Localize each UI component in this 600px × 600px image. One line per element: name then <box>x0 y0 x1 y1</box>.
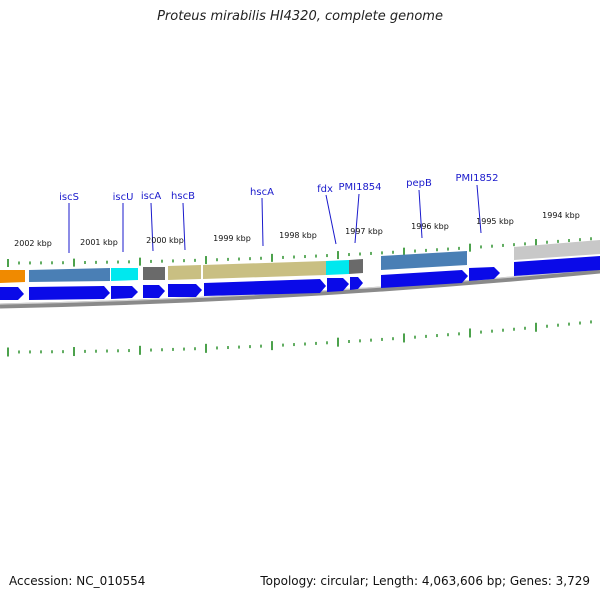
kbp-label-1995: 1995 kbp <box>476 217 514 226</box>
leader-iscA <box>150 202 154 252</box>
gene-label-hscB[interactable]: hscB <box>171 191 195 202</box>
gene-leader-lines <box>68 184 482 253</box>
kbp-label-1999: 1999 kbp <box>213 234 251 243</box>
kbp-label-1996: 1996 kbp <box>411 222 449 231</box>
feature-iscU[interactable] <box>111 268 138 281</box>
gene-label-PMI1854[interactable]: PMI1854 <box>338 182 381 193</box>
kbp-label-1994: 1994 kbp <box>542 211 580 220</box>
gene-label-iscA[interactable]: iscA <box>141 191 161 202</box>
cds-arrow[interactable] <box>469 267 500 281</box>
kbp-label-2001: 2001 kbp <box>80 238 118 247</box>
feature-hscA[interactable] <box>203 261 326 279</box>
cds-arrow[interactable] <box>29 286 110 300</box>
cds-arrow[interactable] <box>204 279 326 296</box>
gene-label-PMI1852[interactable]: PMI1852 <box>455 173 498 184</box>
map-title: Proteus mirabilis HI4320, complete genom… <box>157 9 443 24</box>
kbp-label-2000: 2000 kbp <box>146 236 184 245</box>
cds-arrow[interactable] <box>350 277 363 290</box>
feature-ring <box>0 240 600 283</box>
gene-label-fdx[interactable]: fdx <box>317 184 333 195</box>
gene-labels: iscS iscU iscA hscB hscA fdx PMI1854 pep… <box>59 173 498 203</box>
cds-arrow[interactable] <box>327 278 349 292</box>
feature-lightgray[interactable] <box>514 240 600 260</box>
cds-arrow[interactable] <box>0 287 24 300</box>
feature-fdx[interactable] <box>326 260 349 275</box>
gene-label-pepB[interactable]: pepB <box>406 178 432 189</box>
kbp-label-2002: 2002 kbp <box>14 239 52 248</box>
feature-iscS[interactable] <box>29 268 110 282</box>
leader-PMI1854 <box>354 193 360 244</box>
genome-summary-text: Topology: circular; Length: 4,063,606 bp… <box>260 574 590 588</box>
gene-label-iscU[interactable]: iscU <box>113 192 134 203</box>
leader-hscB <box>182 202 186 251</box>
kbp-label-1997: 1997 kbp <box>345 227 383 236</box>
outer-tick-ring <box>7 237 592 267</box>
feature-hscB[interactable] <box>168 265 201 280</box>
cds-arrow[interactable] <box>514 256 600 276</box>
cds-arrow[interactable] <box>168 284 202 297</box>
kbp-label-1998: 1998 kbp <box>279 231 317 240</box>
cds-arrow[interactable] <box>111 286 138 299</box>
genome-backbone <box>0 268 600 309</box>
leader-PMI1852 <box>476 184 482 234</box>
leader-hscA <box>261 197 264 247</box>
feature-iscA[interactable] <box>143 267 165 280</box>
feature-PMI1854[interactable] <box>349 259 363 274</box>
accession-text: Accession: NC_010554 <box>9 574 146 588</box>
leader-pepB <box>418 189 423 239</box>
cds-arrow[interactable] <box>381 270 468 288</box>
cds-ring <box>0 256 600 300</box>
gene-label-hscA[interactable]: hscA <box>250 187 274 198</box>
kbp-labels: 2002 kbp 2001 kbp 2000 kbp 1999 kbp 1998… <box>14 211 580 248</box>
gene-label-iscS[interactable]: iscS <box>59 192 79 203</box>
leader-fdx <box>325 194 337 245</box>
feature-orange[interactable] <box>0 270 25 283</box>
cds-arrow[interactable] <box>143 285 165 298</box>
inner-tick-ring <box>7 320 592 357</box>
feature-pepB[interactable] <box>381 251 467 270</box>
